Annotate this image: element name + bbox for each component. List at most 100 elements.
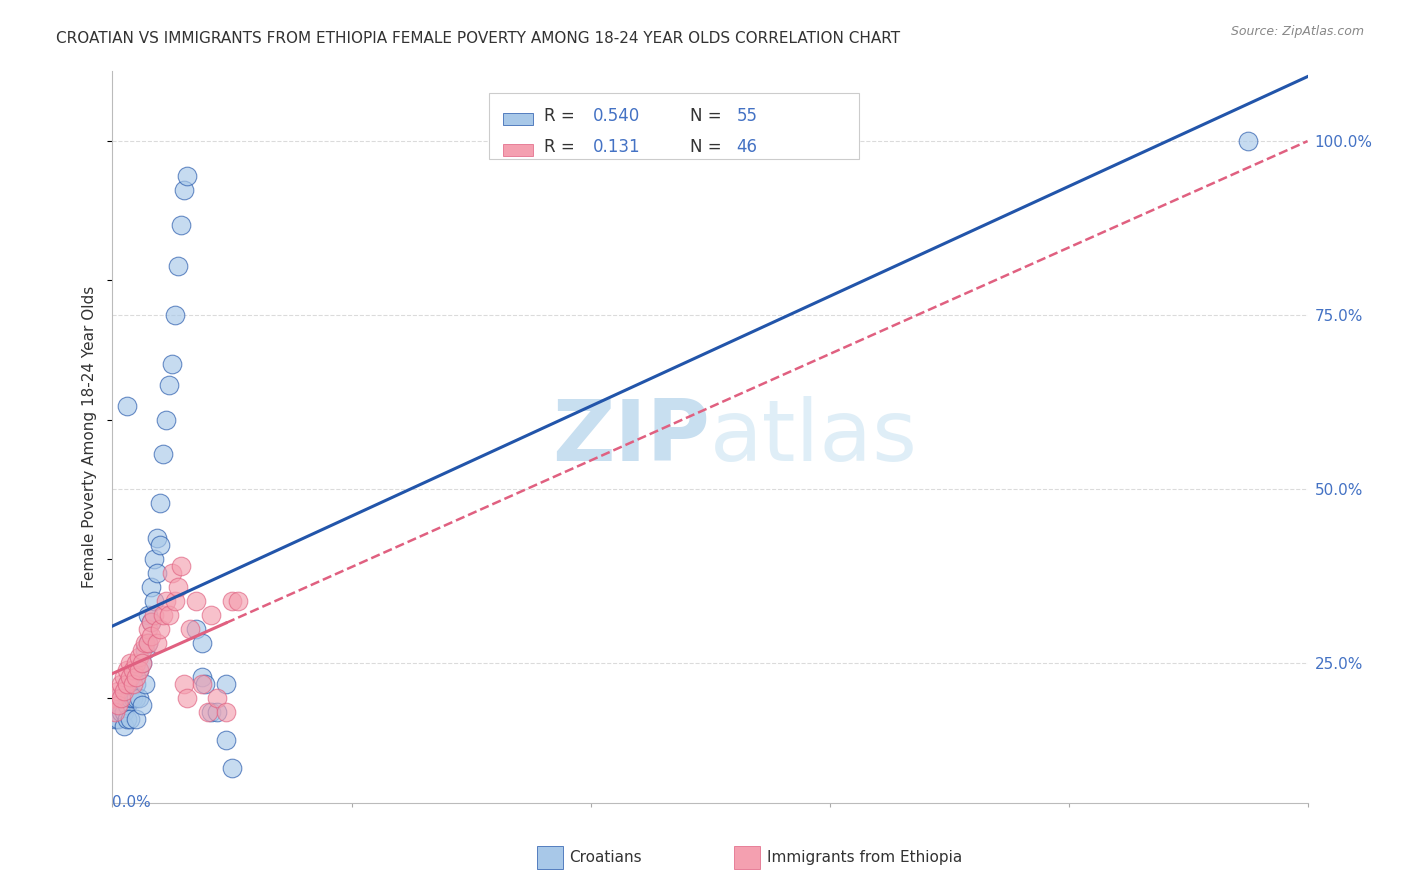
Point — [170, 558, 193, 573]
FancyBboxPatch shape — [503, 112, 533, 126]
Point — [128, 664, 150, 678]
Point — [110, 705, 132, 719]
Point — [110, 691, 132, 706]
Point — [143, 552, 166, 566]
Point — [1237, 134, 1260, 148]
Point — [149, 622, 172, 636]
Point — [131, 657, 153, 671]
Point — [143, 607, 166, 622]
Point — [117, 399, 139, 413]
Point — [134, 635, 156, 649]
Point — [110, 677, 132, 691]
Point — [176, 169, 198, 183]
Point — [170, 218, 193, 232]
Point — [146, 566, 169, 580]
Text: 0.131: 0.131 — [593, 138, 641, 156]
Point — [104, 698, 127, 713]
Point — [131, 642, 153, 657]
Point — [117, 677, 139, 691]
Point — [191, 635, 214, 649]
Point — [205, 691, 228, 706]
Point — [114, 705, 135, 719]
Point — [186, 622, 208, 636]
Point — [107, 691, 129, 706]
Text: ZIP: ZIP — [553, 395, 710, 479]
Point — [149, 538, 172, 552]
Point — [134, 642, 156, 657]
Point — [120, 677, 142, 691]
FancyBboxPatch shape — [734, 846, 761, 870]
Point — [125, 691, 148, 706]
Point — [117, 698, 139, 713]
Text: Croatians: Croatians — [569, 850, 641, 865]
Point — [122, 691, 145, 706]
Y-axis label: Female Poverty Among 18-24 Year Olds: Female Poverty Among 18-24 Year Olds — [82, 286, 97, 588]
Text: R =: R = — [544, 138, 585, 156]
Text: Source: ZipAtlas.com: Source: ZipAtlas.com — [1230, 25, 1364, 38]
Point — [191, 670, 214, 684]
Point — [104, 691, 127, 706]
Point — [141, 580, 163, 594]
Point — [128, 691, 150, 706]
Point — [197, 705, 219, 719]
Point — [167, 260, 190, 274]
Point — [165, 594, 187, 608]
Point — [141, 615, 163, 629]
Point — [110, 691, 132, 706]
Point — [120, 657, 142, 671]
Point — [114, 684, 135, 698]
Point — [134, 677, 156, 691]
Point — [191, 677, 214, 691]
Text: N =: N = — [690, 138, 727, 156]
Point — [122, 677, 145, 691]
Text: R =: R = — [544, 107, 579, 126]
Point — [186, 594, 208, 608]
FancyBboxPatch shape — [489, 94, 859, 159]
FancyBboxPatch shape — [537, 846, 562, 870]
Point — [162, 357, 183, 371]
Text: atlas: atlas — [710, 395, 918, 479]
Point — [143, 594, 166, 608]
Point — [176, 691, 198, 706]
Point — [149, 496, 172, 510]
Point — [120, 691, 142, 706]
Point — [122, 664, 145, 678]
Point — [125, 677, 148, 691]
Point — [104, 705, 127, 719]
Point — [152, 448, 174, 462]
Point — [117, 664, 139, 678]
Point — [215, 733, 238, 747]
Point — [221, 594, 243, 608]
Text: N =: N = — [690, 107, 727, 126]
Point — [114, 670, 135, 684]
Point — [131, 698, 153, 713]
Point — [221, 761, 243, 775]
Point — [117, 677, 139, 691]
Text: 0.540: 0.540 — [593, 107, 640, 126]
Point — [120, 670, 142, 684]
Point — [205, 705, 228, 719]
FancyBboxPatch shape — [503, 144, 533, 156]
Text: 0.0%: 0.0% — [112, 796, 152, 811]
Point — [117, 712, 139, 726]
Point — [125, 670, 148, 684]
Point — [138, 635, 160, 649]
Point — [179, 622, 201, 636]
Point — [141, 629, 163, 643]
Point — [122, 670, 145, 684]
Point — [128, 649, 150, 664]
Text: 55: 55 — [737, 107, 758, 126]
Point — [157, 607, 180, 622]
Point — [200, 607, 222, 622]
Point — [215, 705, 238, 719]
Point — [146, 531, 169, 545]
Point — [107, 698, 129, 713]
Point — [215, 677, 238, 691]
Point — [120, 712, 142, 726]
Point — [200, 705, 222, 719]
Point — [138, 607, 160, 622]
Point — [194, 677, 217, 691]
Point — [125, 657, 148, 671]
Point — [141, 615, 163, 629]
Point — [138, 635, 160, 649]
